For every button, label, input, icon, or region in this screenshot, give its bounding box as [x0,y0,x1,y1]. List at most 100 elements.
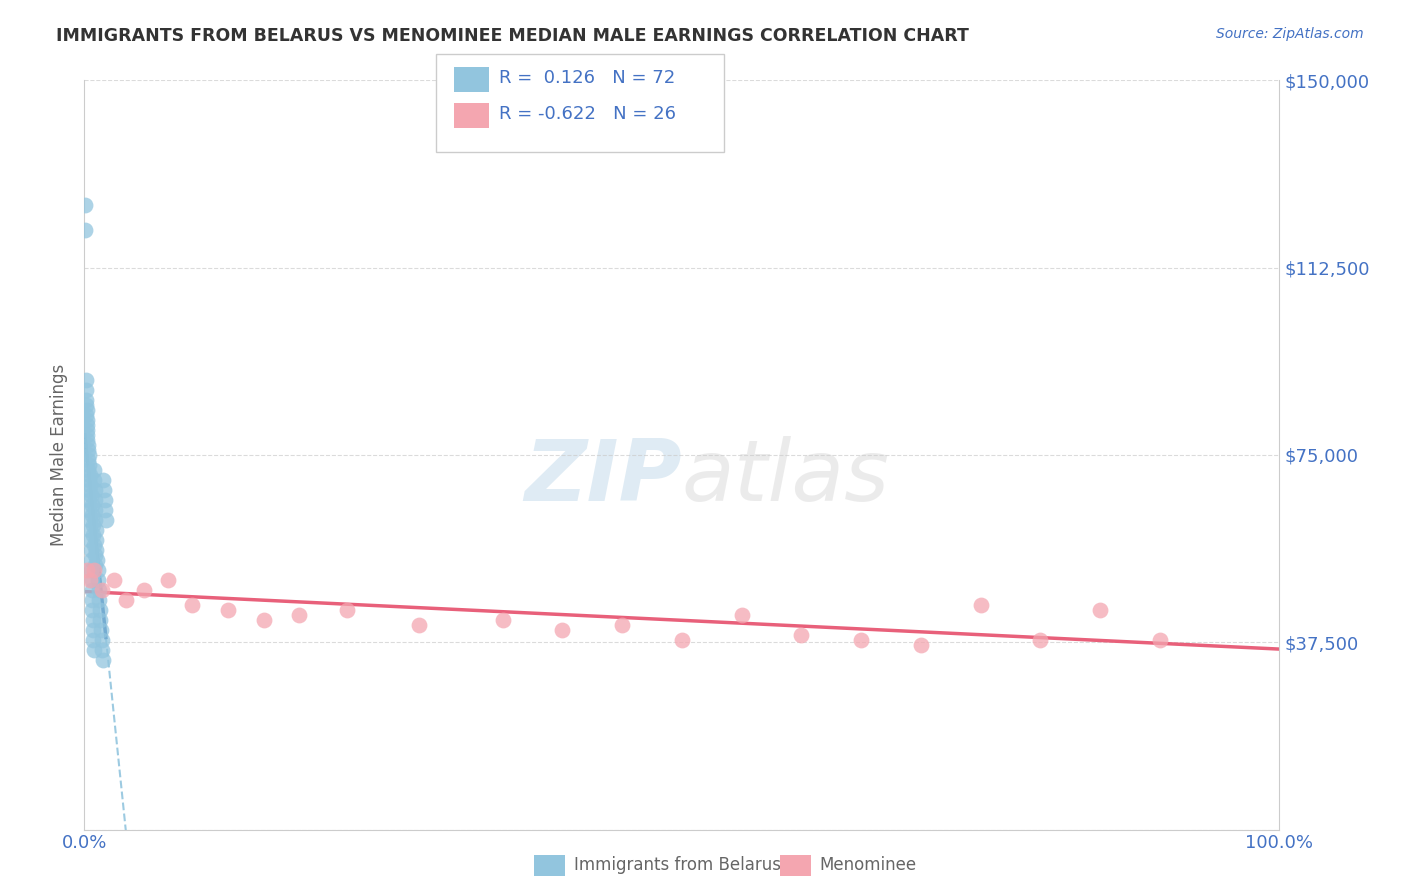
Point [80,498,103,512]
Point [83,548,105,562]
Point [82,603,104,617]
Point [80,488,103,502]
Point [492,613,515,627]
Point [91,653,114,667]
Point [94,513,117,527]
Point [76,428,98,442]
Point [408,617,430,632]
Point [84,513,107,527]
Point [75,198,97,212]
Point [157,573,180,587]
Text: Menominee: Menominee [820,856,917,874]
Point [83,642,105,657]
Point [1149,632,1171,647]
Point [79,503,101,517]
Text: R = -0.622   N = 26: R = -0.622 N = 26 [499,105,676,123]
Point [82,613,104,627]
Y-axis label: Median Male Earnings: Median Male Earnings [51,364,69,546]
Point [82,508,104,522]
Point [75,373,97,387]
Point [288,607,311,622]
Point [89,603,111,617]
Text: Source: ZipAtlas.com: Source: ZipAtlas.com [1216,27,1364,41]
Point [671,632,693,647]
Text: atlas: atlas [682,436,890,519]
Point [76,417,98,432]
Point [76,403,98,417]
Point [73,223,96,237]
Point [87,573,110,587]
Point [80,573,103,587]
Point [79,478,101,492]
Point [93,473,115,487]
Text: ZIP: ZIP [524,436,682,519]
Point [80,582,103,597]
Point [79,523,101,537]
Point [94,503,117,517]
Point [84,533,107,547]
Point [86,542,108,557]
Point [790,628,813,642]
Point [79,513,101,527]
Point [82,517,104,532]
Point [77,458,100,472]
Point [75,383,97,397]
Point [79,573,101,587]
Point [77,473,100,487]
Point [84,523,107,537]
Point [79,467,101,482]
Point [76,442,98,457]
Point [551,623,574,637]
Point [83,492,105,507]
Point [91,582,114,597]
Point [77,483,100,497]
Point [84,503,107,517]
Point [79,533,101,547]
Point [83,473,105,487]
Point [86,553,108,567]
Text: Immigrants from Belarus: Immigrants from Belarus [574,856,780,874]
Point [84,558,107,572]
Point [851,632,873,647]
Point [336,603,359,617]
Point [91,642,114,657]
Text: IMMIGRANTS FROM BELARUS VS MENOMINEE MEDIAN MALE EARNINGS CORRELATION CHART: IMMIGRANTS FROM BELARUS VS MENOMINEE MED… [56,27,969,45]
Point [75,392,97,407]
Point [83,538,105,552]
Point [79,542,101,557]
Point [90,623,112,637]
Point [612,617,634,632]
Point [76,433,98,447]
Point [76,413,98,427]
Point [93,483,115,497]
Point [82,592,104,607]
Point [731,607,754,622]
Point [75,398,97,412]
Point [76,423,98,437]
Point [77,453,100,467]
Point [1029,632,1052,647]
Point [217,603,239,617]
Point [87,582,110,597]
Point [86,563,108,577]
Point [253,613,276,627]
Point [82,528,104,542]
Point [910,638,932,652]
Point [77,448,100,462]
Point [80,563,103,577]
Point [82,623,104,637]
Point [75,408,97,422]
Point [89,592,111,607]
Point [115,592,138,607]
Point [83,563,105,577]
Point [970,598,993,612]
Point [93,492,115,507]
Point [1090,603,1112,617]
Point [77,492,100,507]
Point [89,613,111,627]
Point [77,463,100,477]
Point [90,632,112,647]
Point [103,573,125,587]
Point [77,438,100,452]
Point [83,483,105,497]
